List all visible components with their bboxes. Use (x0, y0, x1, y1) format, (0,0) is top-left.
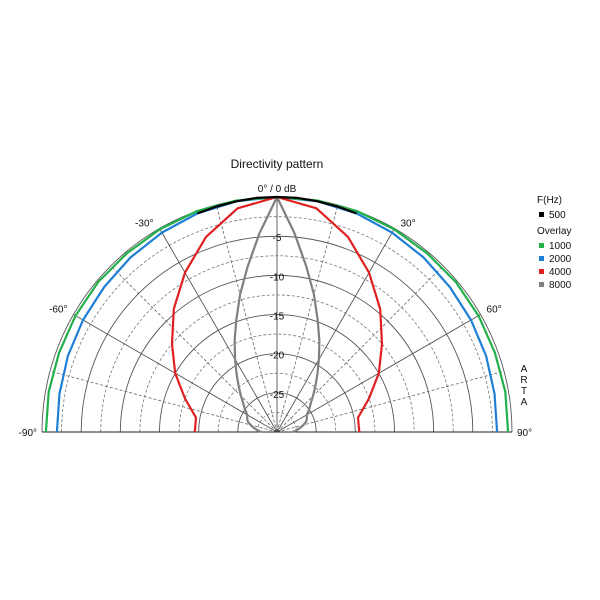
legend-label: 1000 (549, 241, 572, 252)
grid-spoke (276, 370, 505, 433)
legend: F(Hz) Overlay 500 1000 2000 4000 8000 (537, 195, 572, 291)
watermark-letter: A (521, 364, 528, 375)
angle-tick-label: -60° (49, 305, 67, 316)
angle-tick-label: -90° (19, 428, 37, 439)
grid-ring (178, 333, 376, 433)
legend-label: 4000 (549, 267, 572, 278)
legend-swatch (539, 269, 544, 274)
legend-overlay-header: Overlay (537, 226, 571, 237)
grid-spoke (276, 204, 339, 433)
grid-spoke (276, 265, 444, 433)
radial-tick-label: -15 (270, 312, 285, 323)
grid-ring (61, 216, 493, 433)
series-line-500 (197, 195, 357, 215)
legend-swatch (539, 256, 544, 261)
radial-tick-labels: 0° / 0 dB -5 -10 -15 -20 -25 (258, 184, 297, 401)
legend-label: 500 (549, 210, 566, 221)
series-group (44, 195, 510, 434)
radial-tick-label: -20 (270, 351, 285, 362)
grid-spoke (276, 228, 395, 433)
angle-tick-label: -30° (135, 218, 153, 229)
grid-spoke (49, 370, 278, 433)
angle-tick-label: 90° (517, 428, 532, 439)
grid-spoke (215, 204, 278, 433)
legend-label: 8000 (549, 280, 572, 291)
watermark-letter: R (520, 375, 527, 386)
legend-header: F(Hz) (537, 195, 562, 206)
legend-swatch (539, 282, 544, 287)
grid-spoke (110, 265, 278, 433)
angle-tick-label: 30° (401, 218, 416, 229)
radial-tick-label: 0° / 0 dB (258, 184, 297, 195)
chart-title: Directivity pattern (231, 157, 324, 171)
watermark-letter: T (521, 386, 527, 397)
legend-swatch (539, 243, 544, 248)
radial-tick-label: -10 (270, 272, 285, 283)
watermark-letter: A (521, 397, 528, 408)
legend-label: 2000 (549, 254, 572, 265)
angle-tick-label: 60° (487, 305, 502, 316)
angle-tick-labels: -90° -60° -30° 30° 60° 90° (19, 218, 533, 439)
radial-tick-label: -5 (273, 233, 282, 244)
grid-spoke (159, 228, 278, 433)
legend-swatch (539, 212, 544, 217)
radial-tick-label: -25 (270, 390, 285, 401)
